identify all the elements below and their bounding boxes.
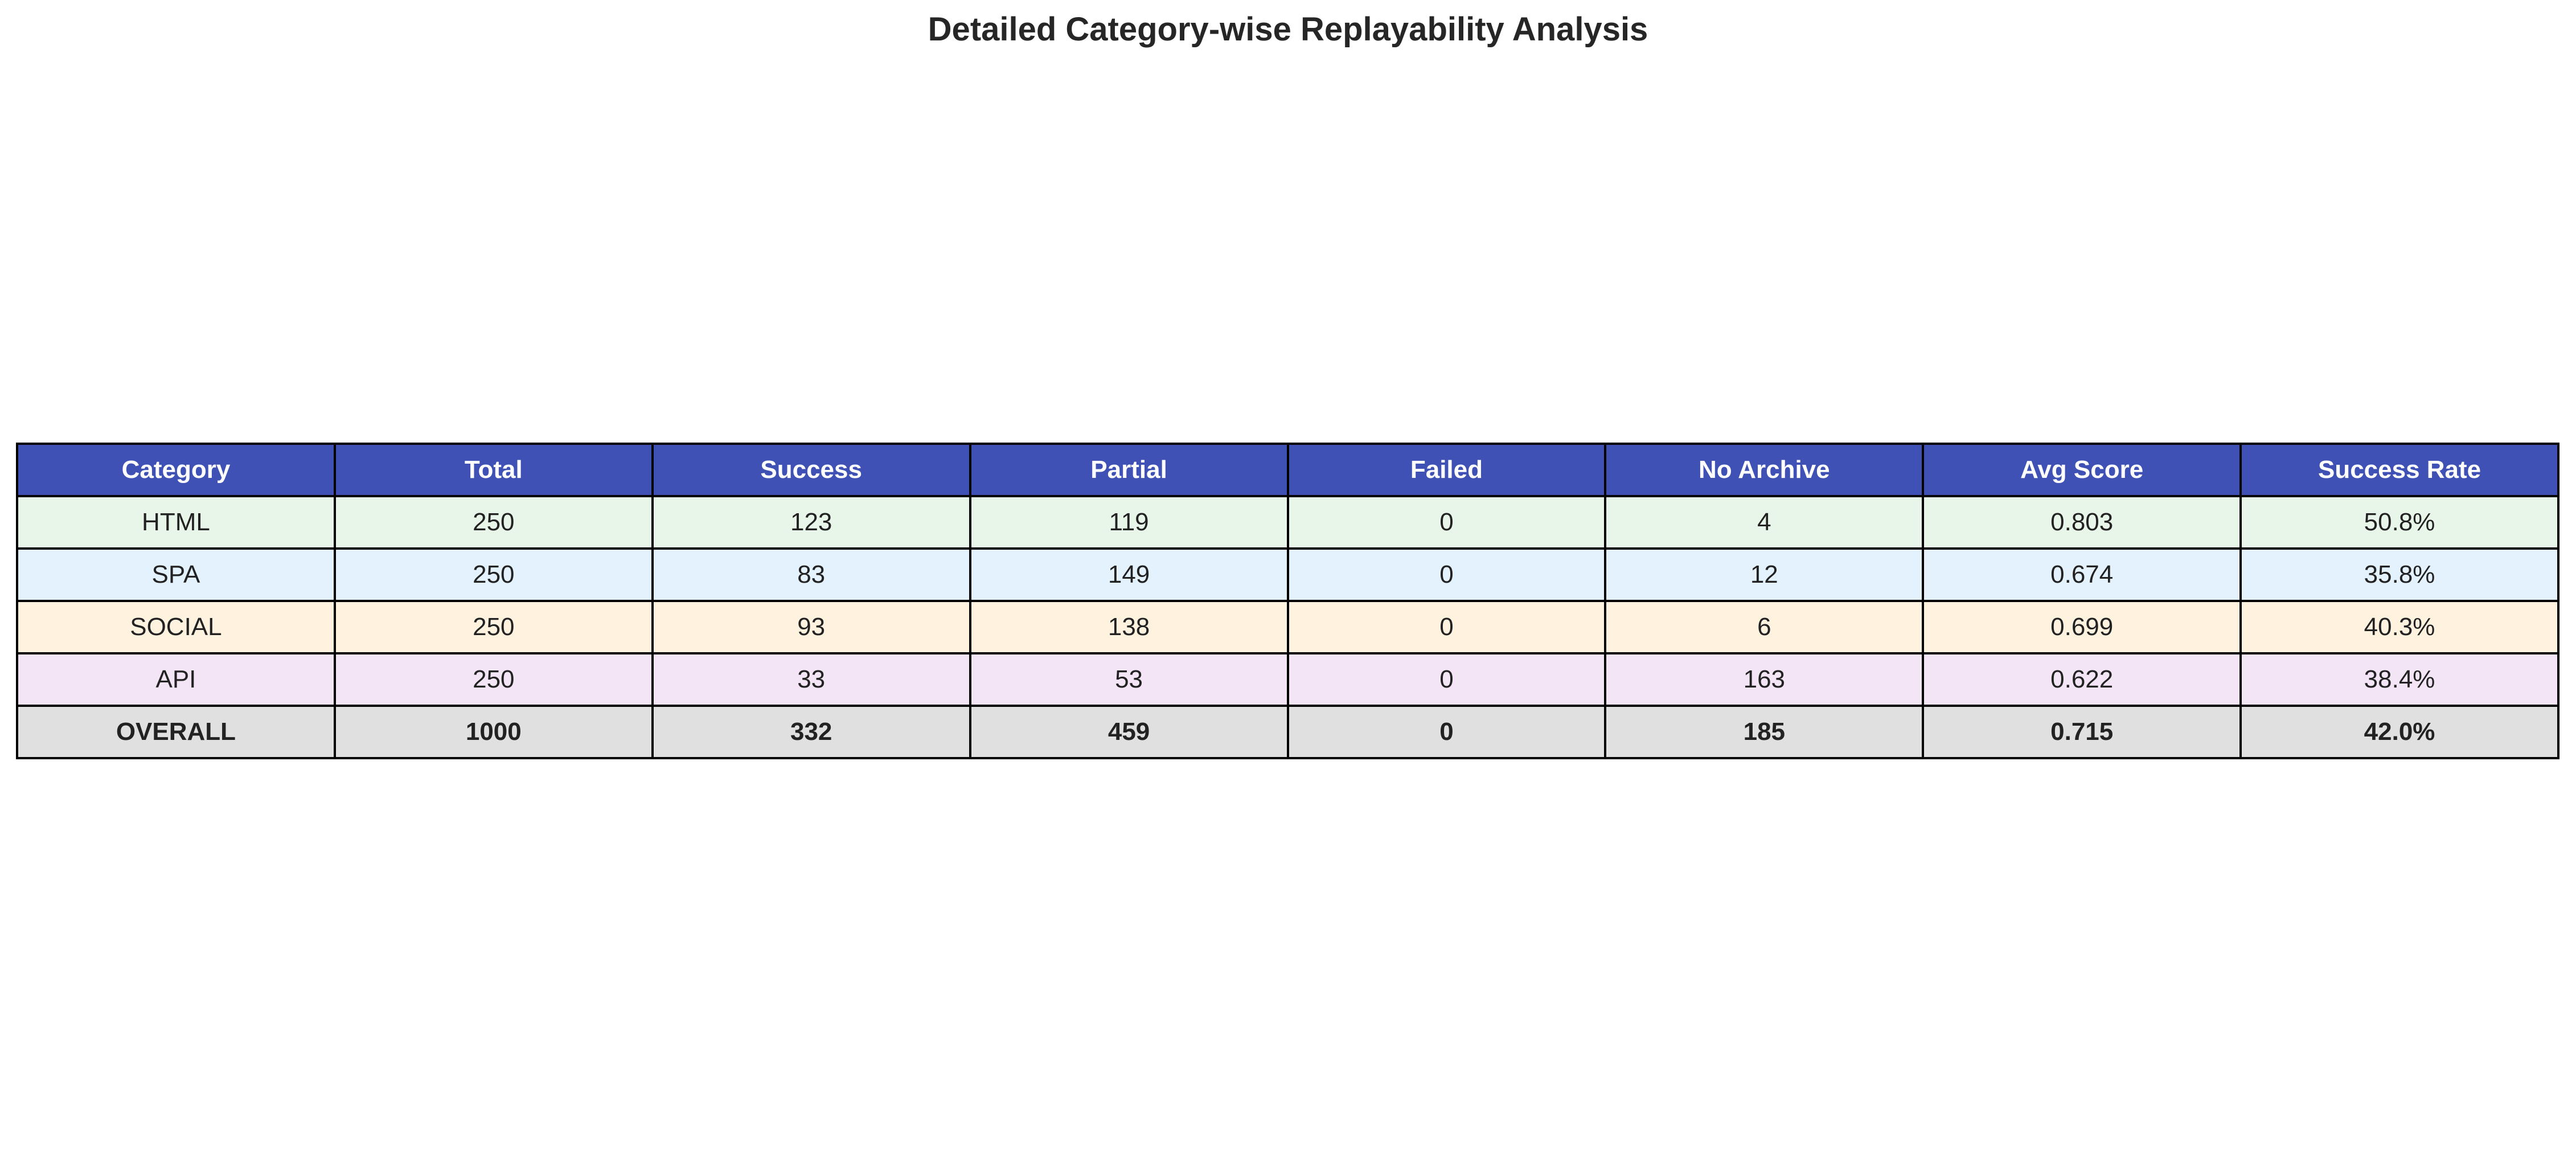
cell-spa-success-rate: 35.8% bbox=[2239, 547, 2559, 602]
header-row: Category Total Success Partial Failed No Arch… bbox=[16, 443, 2559, 497]
table-row-spa: SPA 250 83 149 0 12 0.674 35.8% bbox=[16, 547, 2559, 602]
cell-overall-no-archive: 185 bbox=[1604, 705, 1925, 759]
chart-title: Detailed Category-wise Replayability Ana… bbox=[928, 11, 1648, 48]
table-body: HTML 250 123 119 0 4 0.803 50.8% SPA 250 83 149 0 12 0… bbox=[16, 495, 2559, 759]
cell-social-avg-score: 0.699 bbox=[1922, 600, 2242, 654]
table-row-overall: OVERALL 1000 332 459 0 185 0.715 42.0% bbox=[16, 705, 2559, 759]
column-header-failed: Failed bbox=[1286, 443, 1607, 497]
replayability-table: Category Total Success Partial Failed No Arch… bbox=[16, 443, 2559, 759]
cell-social-total: 250 bbox=[333, 600, 654, 654]
column-header-no-archive: No Archive bbox=[1604, 443, 1925, 497]
cell-html-success: 123 bbox=[651, 495, 971, 550]
cell-html-failed: 0 bbox=[1286, 495, 1607, 550]
cell-api-total: 250 bbox=[333, 652, 654, 707]
cell-html-success-rate: 50.8% bbox=[2239, 495, 2559, 550]
cell-html-no-archive: 4 bbox=[1604, 495, 1925, 550]
cell-api-success: 33 bbox=[651, 652, 971, 707]
cell-social-failed: 0 bbox=[1286, 600, 1607, 654]
cell-overall-avg-score: 0.715 bbox=[1922, 705, 2242, 759]
column-header-category: Category bbox=[16, 443, 336, 497]
cell-html-partial: 119 bbox=[969, 495, 1289, 550]
table-row-html: HTML 250 123 119 0 4 0.803 50.8% bbox=[16, 495, 2559, 550]
cell-overall-failed: 0 bbox=[1286, 705, 1607, 759]
cell-social-success: 93 bbox=[651, 600, 971, 654]
cell-html-total: 250 bbox=[333, 495, 654, 550]
cell-spa-total: 250 bbox=[333, 547, 654, 602]
cell-spa-category: SPA bbox=[16, 547, 336, 602]
cell-api-avg-score: 0.622 bbox=[1922, 652, 2242, 707]
cell-overall-success-rate: 42.0% bbox=[2239, 705, 2559, 759]
column-header-avg-score: Avg Score bbox=[1922, 443, 2242, 497]
table-row-social: SOCIAL 250 93 138 0 6 0.699 40.3% bbox=[16, 600, 2559, 654]
cell-api-success-rate: 38.4% bbox=[2239, 652, 2559, 707]
table-header: Category Total Success Partial Failed No Arch… bbox=[16, 443, 2559, 497]
cell-api-partial: 53 bbox=[969, 652, 1289, 707]
cell-overall-partial: 459 bbox=[969, 705, 1289, 759]
table-row-api: API 250 33 53 0 163 0.622 38.4% bbox=[16, 652, 2559, 707]
column-header-total: Total bbox=[333, 443, 654, 497]
column-header-partial: Partial bbox=[969, 443, 1289, 497]
replayability-table-container: Category Total Success Partial Failed No Arch… bbox=[16, 443, 2559, 759]
cell-overall-total: 1000 bbox=[333, 705, 654, 759]
cell-spa-failed: 0 bbox=[1286, 547, 1607, 602]
cell-api-no-archive: 163 bbox=[1604, 652, 1925, 707]
cell-api-failed: 0 bbox=[1286, 652, 1607, 707]
cell-overall-success: 332 bbox=[651, 705, 971, 759]
cell-social-partial: 138 bbox=[969, 600, 1289, 654]
cell-spa-avg-score: 0.674 bbox=[1922, 547, 2242, 602]
cell-spa-success: 83 bbox=[651, 547, 971, 602]
cell-api-category: API bbox=[16, 652, 336, 707]
cell-social-category: SOCIAL bbox=[16, 600, 336, 654]
cell-social-no-archive: 6 bbox=[1604, 600, 1925, 654]
cell-spa-no-archive: 12 bbox=[1604, 547, 1925, 602]
cell-spa-partial: 149 bbox=[969, 547, 1289, 602]
column-header-success-rate: Success Rate bbox=[2239, 443, 2559, 497]
cell-html-avg-score: 0.803 bbox=[1922, 495, 2242, 550]
cell-overall-category: OVERALL bbox=[16, 705, 336, 759]
cell-html-category: HTML bbox=[16, 495, 336, 550]
cell-social-success-rate: 40.3% bbox=[2239, 600, 2559, 654]
column-header-success: Success bbox=[651, 443, 971, 497]
